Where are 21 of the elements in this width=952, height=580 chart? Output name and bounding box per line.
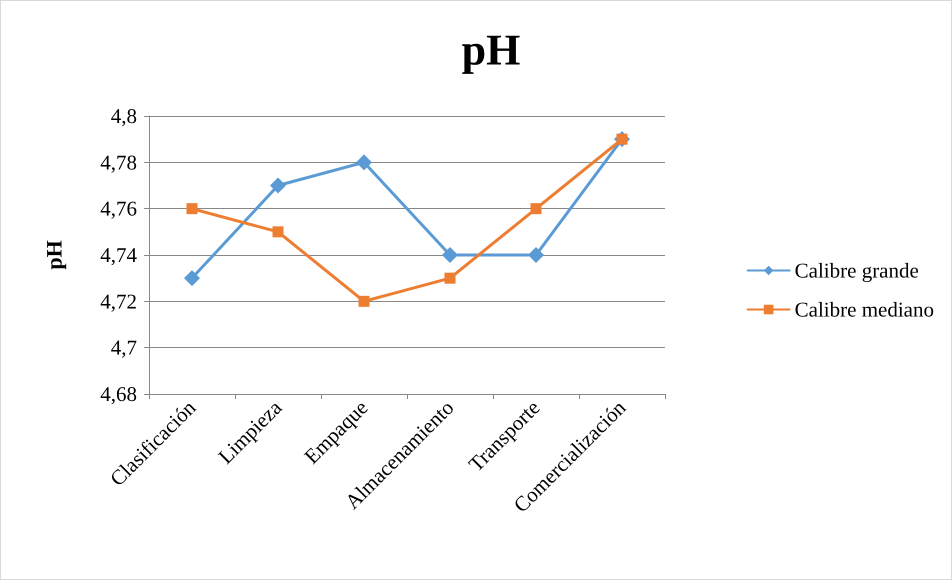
legend-label: Calibre mediano: [794, 298, 934, 322]
y-tick-label: 4,68: [100, 382, 137, 406]
legend-label: Calibre grande: [794, 258, 919, 282]
point: [186, 203, 198, 214]
chart-title: pH: [462, 26, 520, 74]
y-tick-label: 4,78: [100, 150, 137, 174]
point: [442, 247, 458, 263]
point: [184, 270, 200, 286]
point: [356, 154, 372, 170]
y-tick-label: 4,74: [100, 243, 138, 267]
y-tick-label: 4,8: [110, 104, 137, 128]
point: [530, 203, 542, 214]
y-axis-title: pH: [42, 240, 66, 270]
point: [358, 296, 370, 307]
point: [270, 178, 286, 194]
y-tick-label: 4,76: [100, 196, 137, 221]
point: [272, 226, 284, 238]
point: [444, 272, 456, 284]
point: [528, 247, 544, 263]
y-tick-label: 4,72: [100, 289, 137, 314]
y-tick-label: 4,7: [110, 336, 137, 360]
